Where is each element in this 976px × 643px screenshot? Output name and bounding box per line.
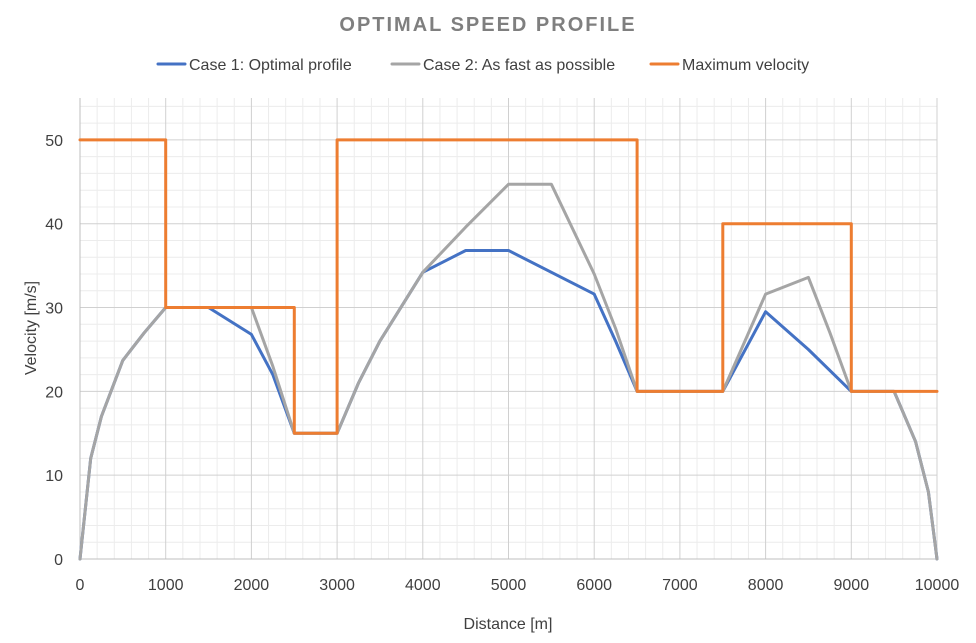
y-axis-title: Velocity [m/s] xyxy=(23,281,40,375)
legend-label: Maximum velocity xyxy=(682,57,809,74)
chart-title: OPTIMAL SPEED PROFILE xyxy=(339,14,636,36)
series-line-3 xyxy=(78,138,939,435)
x-tick-label: 10000 xyxy=(915,577,960,594)
x-tick-label: 1000 xyxy=(148,577,184,594)
plot-series xyxy=(78,138,939,561)
series-line-2 xyxy=(78,182,939,561)
y-tick-label: 50 xyxy=(45,133,63,150)
x-tick-labels: 0 1000 2000 3000 4000 5000 6000 7000 8000 9000 100… xyxy=(76,577,960,594)
x-tick-label: 0 xyxy=(76,577,85,594)
y-tick-label: 20 xyxy=(45,384,63,401)
legend: Case 1: Optimal profile Case 2: As fast a… xyxy=(156,57,809,74)
legend-item-3: Maximum velocity xyxy=(649,57,809,74)
y-tick-label: 10 xyxy=(45,468,63,485)
x-tick-label: 3000 xyxy=(319,577,355,594)
legend-item-2: Case 2: As fast as possible xyxy=(390,57,615,74)
y-tick-label: 30 xyxy=(45,301,63,318)
x-tick-label: 8000 xyxy=(748,577,784,594)
y-tick-labels: 0 10 20 30 40 50 xyxy=(45,133,63,569)
x-tick-label: 2000 xyxy=(234,577,270,594)
x-tick-label: 7000 xyxy=(662,577,698,594)
x-axis-title: Distance [m] xyxy=(464,616,553,633)
legend-item-1: Case 1: Optimal profile xyxy=(156,57,352,74)
y-tick-label: 0 xyxy=(54,552,63,569)
x-tick-label: 9000 xyxy=(834,577,870,594)
major-gridlines xyxy=(79,98,938,560)
y-tick-label: 40 xyxy=(45,217,63,234)
x-tick-label: 5000 xyxy=(491,577,527,594)
legend-label: Case 2: As fast as possible xyxy=(423,57,615,74)
x-tick-label: 4000 xyxy=(405,577,441,594)
x-tick-label: 6000 xyxy=(576,577,612,594)
legend-label: Case 1: Optimal profile xyxy=(189,57,352,74)
